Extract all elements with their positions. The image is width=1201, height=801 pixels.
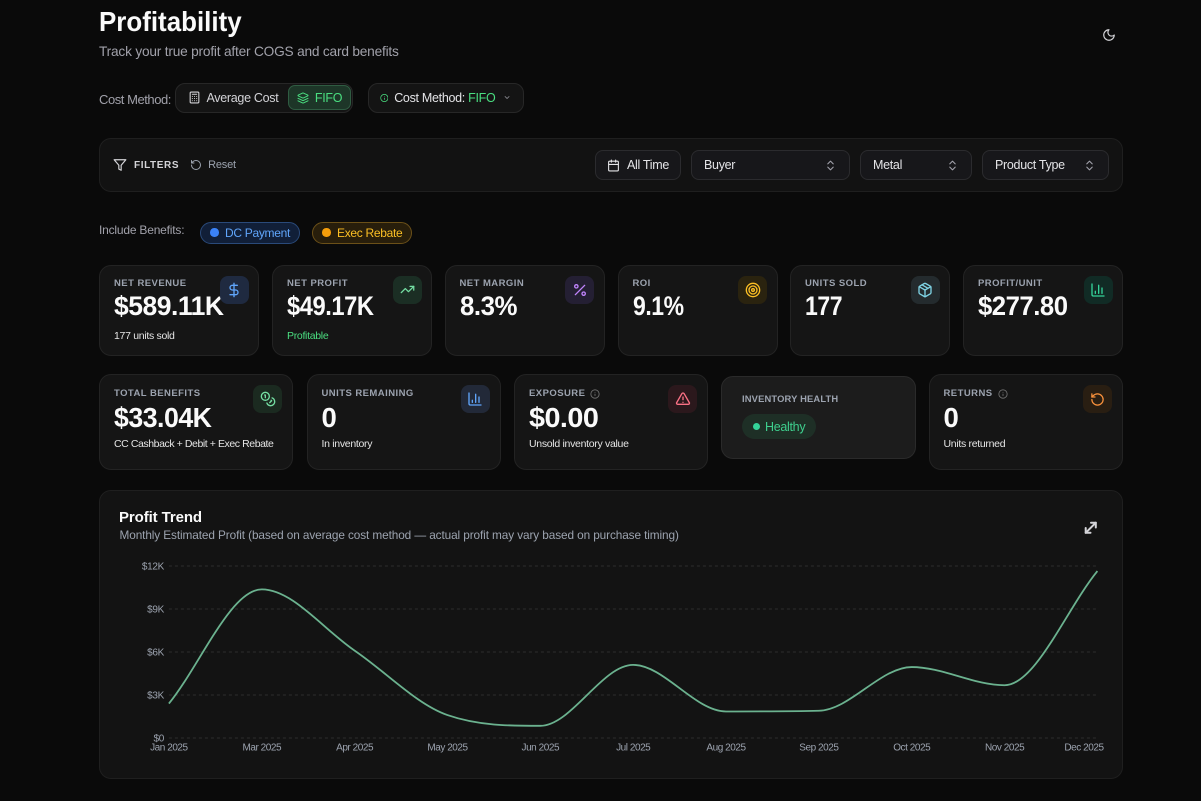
svg-text:Nov 2025: Nov 2025	[985, 743, 1025, 754]
svg-text:Mar 2025: Mar 2025	[242, 743, 282, 754]
svg-text:$12K: $12K	[142, 561, 165, 572]
svg-text:Aug 2025: Aug 2025	[706, 743, 746, 754]
svg-text:$6K: $6K	[147, 647, 165, 658]
svg-text:$3K: $3K	[147, 690, 165, 701]
svg-text:Jan 2025: Jan 2025	[150, 743, 188, 754]
svg-text:Oct 2025: Oct 2025	[893, 743, 931, 754]
svg-text:Jul 2025: Jul 2025	[616, 743, 651, 754]
svg-text:$9K: $9K	[147, 604, 165, 615]
svg-text:Dec 2025: Dec 2025	[1064, 743, 1104, 754]
svg-text:Sep 2025: Sep 2025	[799, 743, 839, 754]
svg-text:May 2025: May 2025	[427, 743, 468, 754]
svg-text:Apr 2025: Apr 2025	[336, 743, 374, 754]
svg-text:$0: $0	[153, 733, 164, 744]
svg-text:Jun 2025: Jun 2025	[522, 743, 560, 754]
